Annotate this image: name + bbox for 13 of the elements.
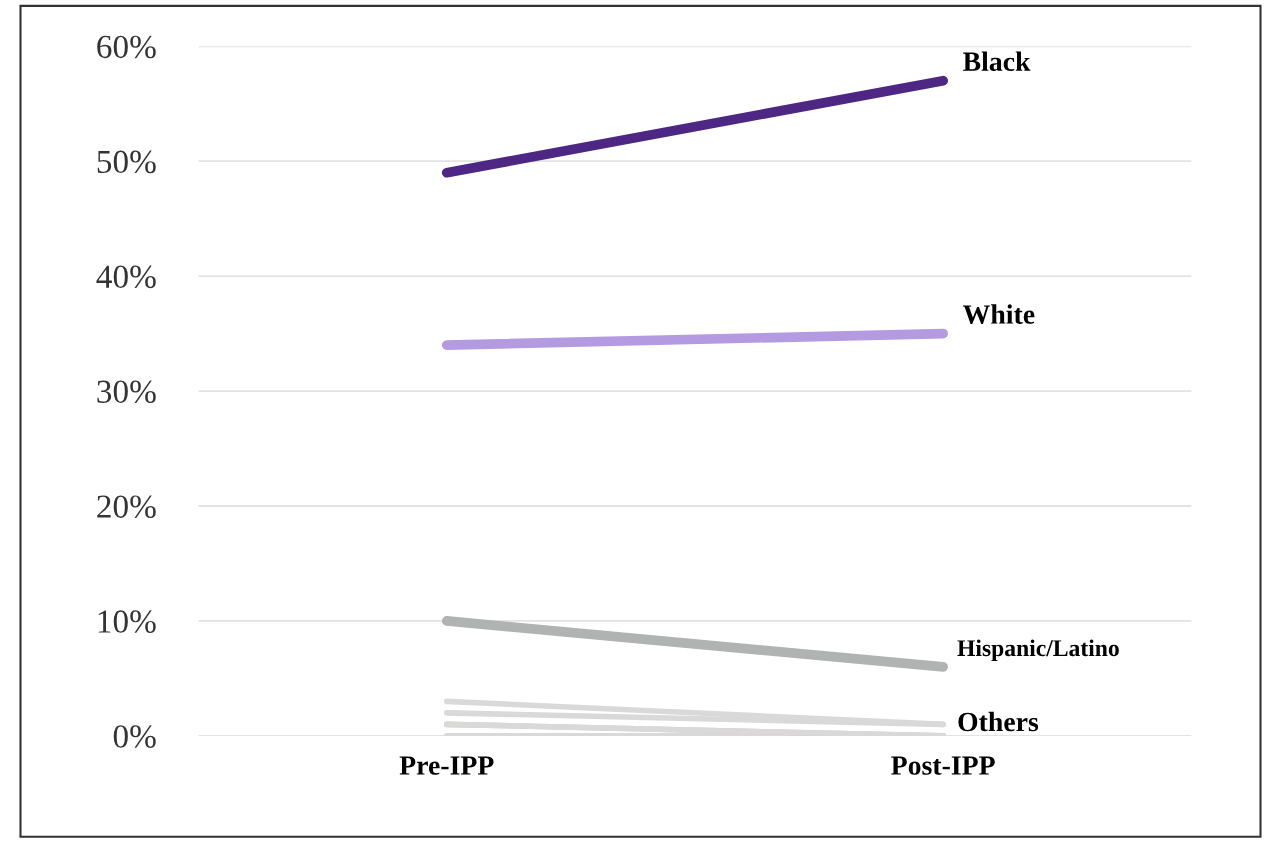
- x-tick-label: Pre-IPP: [399, 756, 494, 775]
- y-tick-label: 40%: [96, 265, 156, 289]
- series-label: Black: [963, 51, 1031, 72]
- annotation: Others: [958, 711, 1039, 732]
- series-label: White: [962, 304, 1035, 325]
- y-tick-label: 20%: [97, 495, 156, 518]
- y-tick-label: 0%: [113, 725, 156, 748]
- y-tick-label: 50%: [97, 150, 156, 174]
- y-tick-label: 60%: [97, 35, 156, 59]
- y-tick-label: 30%: [97, 380, 156, 404]
- series-label: Hispanic/Latino: [957, 639, 1119, 661]
- x-tick-label: Post-IPP: [891, 756, 995, 775]
- y-tick-label: 10%: [98, 610, 156, 633]
